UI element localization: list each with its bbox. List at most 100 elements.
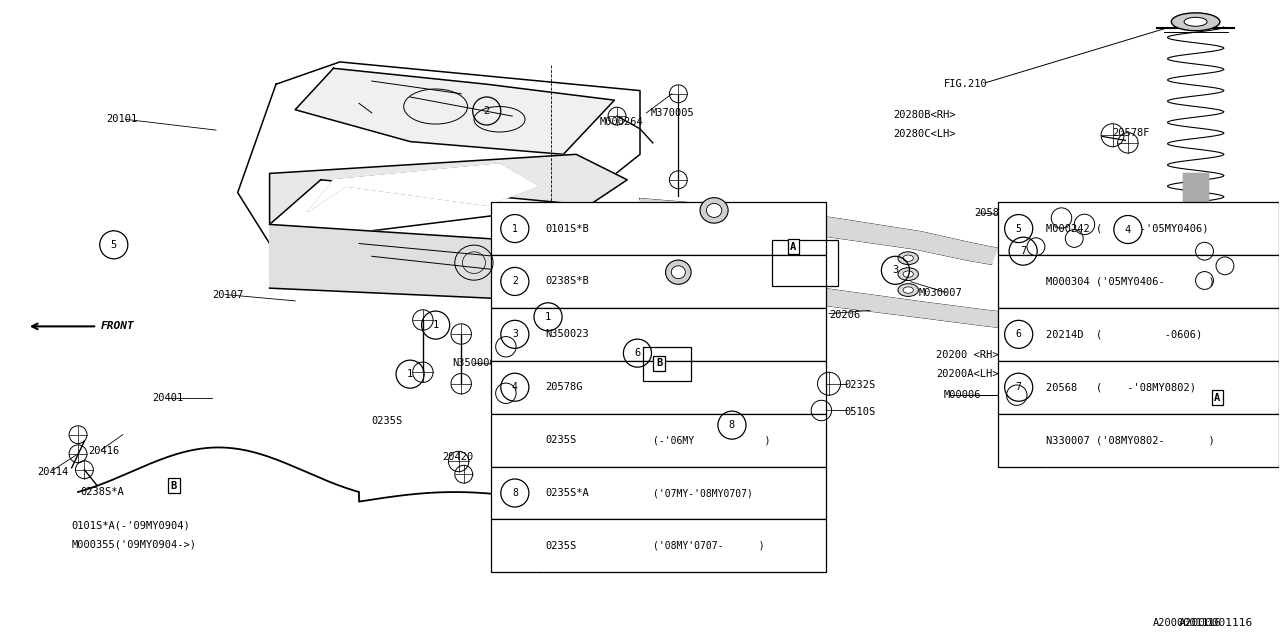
Text: 20578F: 20578F: [1112, 128, 1149, 138]
Ellipse shape: [666, 260, 691, 284]
Text: 1: 1: [545, 312, 552, 322]
Text: 3: 3: [512, 330, 518, 339]
Ellipse shape: [899, 284, 919, 296]
Text: A2000001116: A2000001116: [1152, 618, 1221, 628]
Ellipse shape: [700, 198, 728, 223]
Text: 20414: 20414: [37, 467, 68, 477]
Text: 8: 8: [512, 488, 518, 498]
Text: 5: 5: [110, 240, 116, 250]
Bar: [490, 520, 827, 572]
Text: ('07MY-'08MY0707): ('07MY-'08MY0707): [653, 488, 753, 498]
Text: 4: 4: [512, 382, 518, 392]
Bar: [772, 240, 838, 285]
Text: 20101: 20101: [106, 115, 137, 124]
Bar: [997, 202, 1279, 255]
Text: M000304 ('05MY0406-       ): M000304 ('05MY0406- ): [1046, 276, 1215, 287]
Text: N330007 ('08MY0802-       ): N330007 ('08MY0802- ): [1046, 435, 1215, 445]
Ellipse shape: [1184, 17, 1207, 26]
Text: 20568   (    -'08MY0802): 20568 ( -'08MY0802): [1046, 382, 1196, 392]
Bar: [997, 361, 1279, 413]
Text: 5: 5: [1016, 223, 1021, 234]
Text: 20578G: 20578G: [545, 382, 582, 392]
Polygon shape: [308, 164, 538, 212]
Text: 1: 1: [407, 369, 413, 379]
Text: ('08MY'0707-      ): ('08MY'0707- ): [653, 541, 764, 551]
Bar: [490, 255, 827, 308]
Ellipse shape: [904, 271, 914, 277]
Text: M000264: M000264: [599, 118, 643, 127]
Text: 20107: 20107: [212, 289, 243, 300]
Text: FIG.210: FIG.210: [943, 79, 988, 89]
Ellipse shape: [904, 255, 914, 261]
Text: 2: 2: [512, 276, 518, 287]
Text: 20584D: 20584D: [974, 208, 1012, 218]
Text: 0101S*B: 0101S*B: [545, 223, 589, 234]
Text: M00006: M00006: [943, 390, 982, 400]
Ellipse shape: [671, 266, 685, 278]
Text: 0510S: 0510S: [845, 408, 876, 417]
Text: 4: 4: [1125, 225, 1132, 234]
Text: 7: 7: [1020, 246, 1027, 256]
Text: 0238S*A: 0238S*A: [81, 487, 124, 497]
Bar: [490, 413, 827, 467]
Text: A: A: [1215, 393, 1220, 403]
Text: M030007: M030007: [919, 287, 963, 298]
Text: 20280C<LH>: 20280C<LH>: [893, 129, 955, 139]
Text: 0101S*A(-'09MY0904): 0101S*A(-'09MY0904): [72, 520, 191, 530]
Ellipse shape: [707, 204, 722, 218]
Polygon shape: [640, 199, 997, 264]
Text: 20204D: 20204D: [691, 205, 728, 216]
Text: 20280B<RH>: 20280B<RH>: [893, 110, 955, 120]
Bar: [490, 308, 827, 361]
Text: B: B: [657, 358, 662, 369]
Text: 20204I: 20204I: [644, 268, 681, 277]
Ellipse shape: [1171, 13, 1220, 31]
Text: 20200A<LH>: 20200A<LH>: [936, 369, 998, 379]
Text: 0238S*B: 0238S*B: [545, 276, 589, 287]
Text: 8: 8: [728, 420, 735, 430]
Polygon shape: [1000, 231, 1100, 301]
Text: 6: 6: [1016, 330, 1021, 339]
Bar: [997, 255, 1279, 308]
Text: B: B: [170, 481, 177, 491]
Text: 20420: 20420: [442, 452, 474, 462]
Text: 20206: 20206: [829, 310, 860, 320]
Text: (-'06MY            ): (-'06MY ): [653, 435, 771, 445]
Text: M370005: M370005: [650, 108, 694, 118]
Polygon shape: [270, 154, 627, 225]
Text: FRONT: FRONT: [101, 321, 134, 332]
Text: M000242 (      -'05MY0406): M000242 ( -'05MY0406): [1046, 223, 1208, 234]
Polygon shape: [296, 68, 614, 154]
Bar: [490, 361, 827, 413]
Ellipse shape: [904, 287, 914, 293]
Text: 7: 7: [1016, 382, 1021, 392]
Text: 3: 3: [892, 266, 899, 275]
Text: A2000001116: A2000001116: [1179, 618, 1253, 628]
Ellipse shape: [899, 268, 919, 280]
Text: 0235S: 0235S: [371, 416, 403, 426]
Text: N350006: N350006: [452, 358, 495, 369]
Text: 1: 1: [433, 320, 439, 330]
Text: FIG.280: FIG.280: [1071, 310, 1115, 320]
Polygon shape: [270, 225, 640, 301]
Text: 20200 <RH>: 20200 <RH>: [936, 350, 998, 360]
Text: 6: 6: [635, 348, 640, 358]
Polygon shape: [1183, 173, 1208, 218]
Text: 20401: 20401: [152, 393, 183, 403]
Text: 20214D  (          -0606): 20214D ( -0606): [1046, 330, 1202, 339]
Text: N350023: N350023: [545, 330, 589, 339]
Text: A: A: [790, 242, 796, 252]
Bar: [490, 467, 827, 520]
Text: M000355('09MY0904->): M000355('09MY0904->): [72, 540, 197, 549]
Text: 20416: 20416: [88, 445, 119, 456]
Text: 1: 1: [512, 223, 518, 234]
Text: 0232S: 0232S: [845, 380, 876, 390]
Bar: [997, 308, 1279, 361]
Bar: [490, 202, 827, 255]
Text: 0235S*A: 0235S*A: [545, 488, 589, 498]
Polygon shape: [238, 62, 640, 244]
Bar: [643, 348, 691, 381]
Text: 0235S: 0235S: [545, 435, 577, 445]
Text: 0235S: 0235S: [545, 541, 577, 551]
Polygon shape: [625, 262, 1023, 330]
